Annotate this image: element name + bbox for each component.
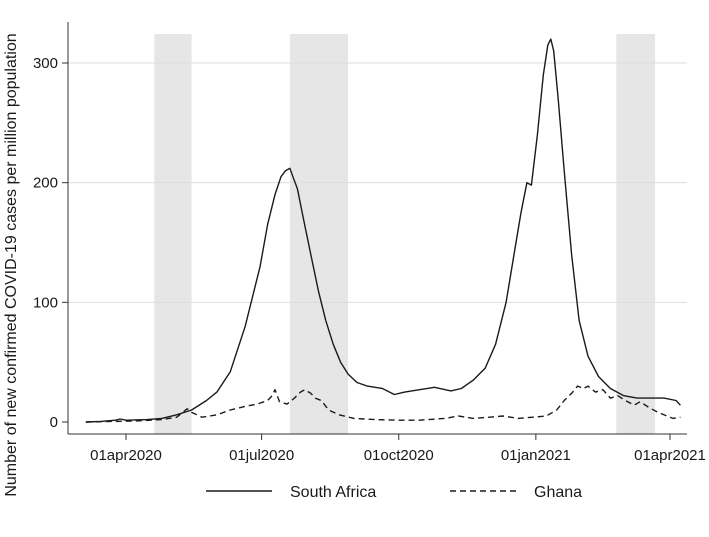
shaded-periods bbox=[154, 34, 656, 434]
x-tick-label-2: 01oct2020 bbox=[364, 447, 434, 464]
x-tick-label-1: 01jul2020 bbox=[229, 447, 294, 464]
y-tick-label-100: 100 bbox=[33, 294, 58, 311]
series-line-ghana bbox=[85, 385, 681, 423]
gridlines bbox=[68, 62, 687, 303]
y-tick-label-200: 200 bbox=[33, 175, 58, 192]
x-tick-label-0: 01apr2020 bbox=[90, 447, 162, 464]
y-tick-label-300: 300 bbox=[33, 55, 58, 72]
shaded-period-2 bbox=[616, 34, 656, 434]
x-tick-label-4: 01apr2021 bbox=[634, 447, 706, 464]
x-tick-label-3: 01jan2021 bbox=[501, 447, 571, 464]
legend-label-0: South Africa bbox=[290, 484, 376, 501]
shaded-period-0 bbox=[154, 34, 192, 434]
legend-label-1: Ghana bbox=[534, 484, 582, 501]
axis-ticks: 0 100 200 300 01apr2020 01jul2020 01oct2020 01j… bbox=[33, 55, 706, 464]
legend: South Africa Ghana bbox=[206, 484, 582, 501]
series-line-south-africa bbox=[85, 38, 681, 423]
shaded-period-1 bbox=[289, 34, 349, 434]
y-axis-title: Number of new confirmed COVID-19 cases p… bbox=[3, 33, 20, 496]
series-lines bbox=[85, 38, 681, 423]
y-tick-label-0: 0 bbox=[50, 414, 58, 431]
axes bbox=[67, 22, 687, 435]
